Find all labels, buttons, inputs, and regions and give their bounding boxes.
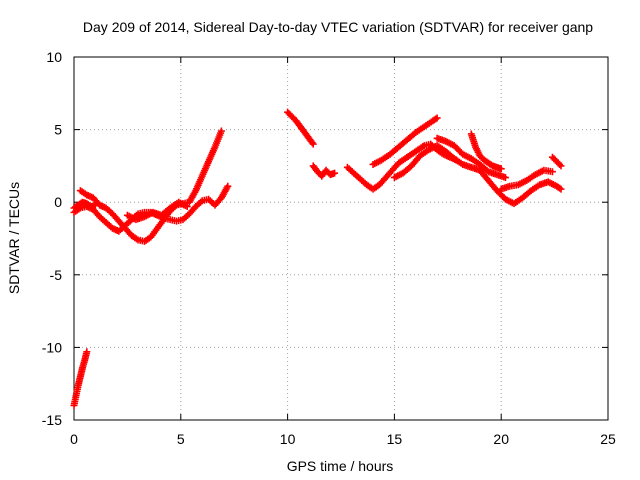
x-tick-label: 20 xyxy=(493,431,509,447)
series-arc-9 xyxy=(369,114,441,168)
data-point xyxy=(217,127,225,135)
data-point xyxy=(432,115,440,123)
y-tick-label: -15 xyxy=(42,412,62,428)
x-tick-label: 10 xyxy=(280,431,296,447)
x-tick-label: 25 xyxy=(600,431,616,447)
series-arc-4 xyxy=(70,198,99,212)
y-tick-label: 5 xyxy=(54,122,62,138)
data-point xyxy=(91,201,99,209)
series-arc-7 xyxy=(309,162,339,180)
y-tick-label: 0 xyxy=(54,194,62,210)
series-arc-11 xyxy=(433,134,509,182)
data-point xyxy=(557,185,565,193)
data-point xyxy=(501,174,509,182)
series-arc-13 xyxy=(497,166,556,193)
y-tick-label: -10 xyxy=(42,339,62,355)
data-point xyxy=(556,184,564,192)
data-point xyxy=(183,203,191,211)
series-arc-1 xyxy=(70,348,91,409)
data-point xyxy=(556,160,564,168)
plot-border xyxy=(73,56,609,421)
data-point xyxy=(224,182,232,190)
y-tick-label: -5 xyxy=(50,267,63,283)
data-point xyxy=(497,165,505,173)
series-arc-6 xyxy=(284,108,317,148)
tick-labels: 0 5 10 15 20 25 -15 -10 -5 0 5 10 xyxy=(42,49,616,447)
data-point xyxy=(308,139,316,147)
series-arc-14 xyxy=(548,153,565,170)
data-point xyxy=(557,162,565,170)
series-arc-12 xyxy=(467,130,505,173)
x-tick-label: 15 xyxy=(387,431,403,447)
y-axis-label: SDTVAR / TECUs xyxy=(6,182,22,294)
data-point xyxy=(331,169,339,177)
x-tick-label: 0 xyxy=(70,431,78,447)
series-arc-10 xyxy=(390,142,565,208)
x-axis-label: GPS time / hours xyxy=(287,458,394,474)
x-tick-label: 5 xyxy=(177,431,185,447)
y-tick-label: 10 xyxy=(46,49,62,65)
series-arc-8 xyxy=(343,140,460,193)
data-point xyxy=(309,140,317,148)
series-arc-5 xyxy=(123,198,191,224)
chart-title: Day 209 of 2014, Sidereal Day-to-day VTE… xyxy=(83,19,593,35)
data-points xyxy=(70,108,565,409)
data-point xyxy=(83,348,91,356)
series-arc-3 xyxy=(76,127,225,245)
data-point xyxy=(433,114,441,122)
data-point xyxy=(548,168,556,176)
